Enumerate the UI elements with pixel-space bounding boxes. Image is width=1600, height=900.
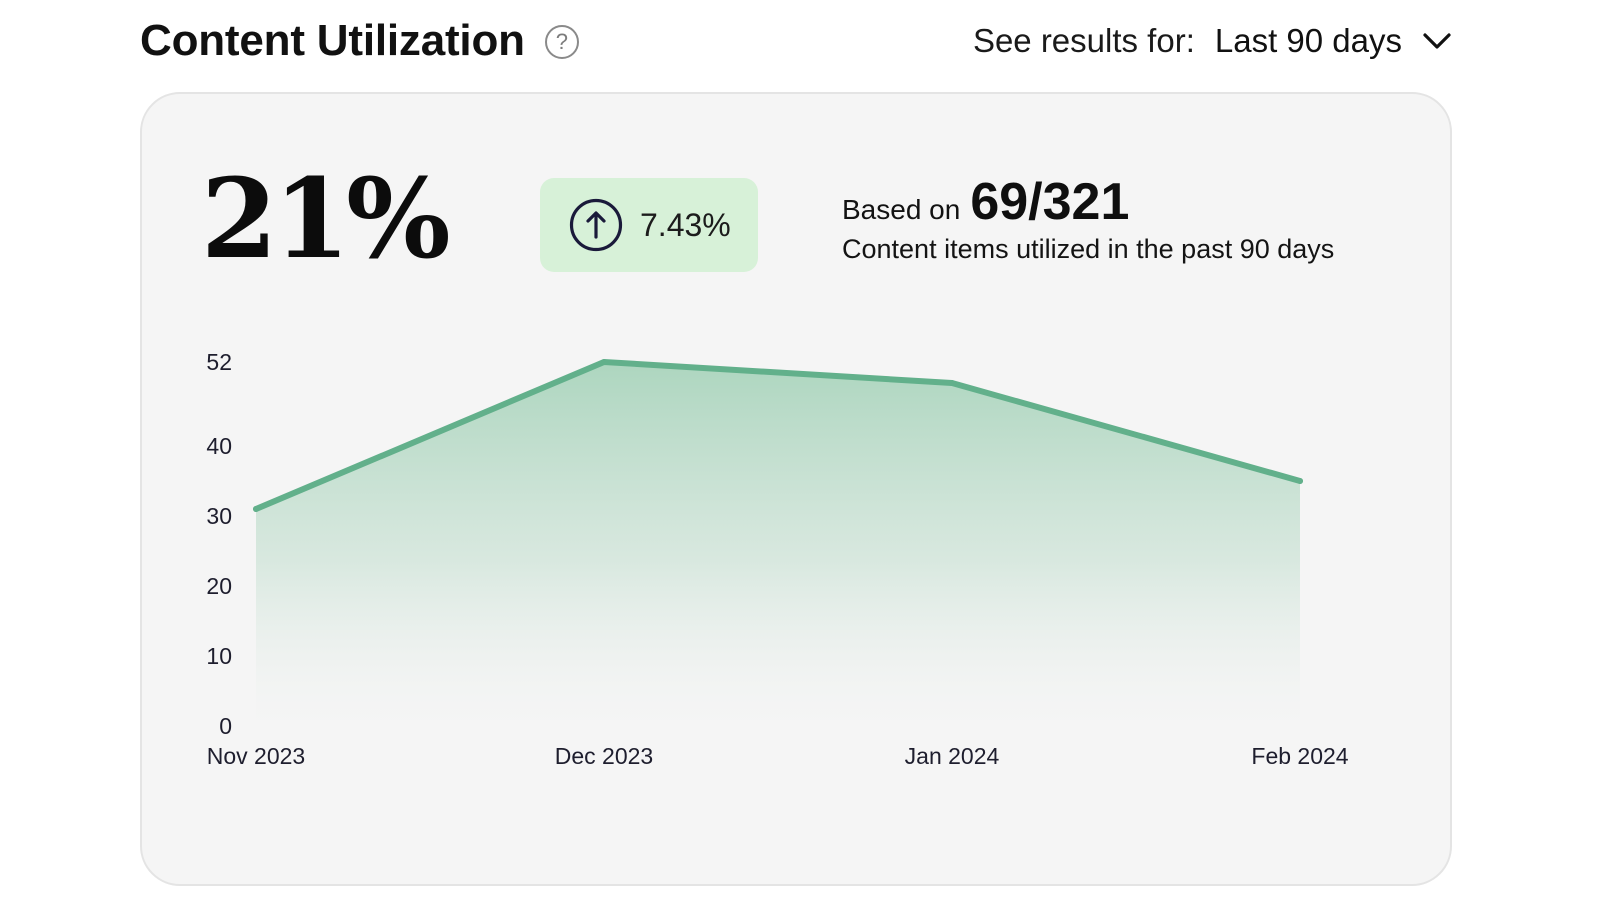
range-label: See results for:	[972, 22, 1195, 59]
y-axis: 52 40 30 20 10 0	[206, 349, 232, 739]
utilization-percent: 21%	[201, 154, 451, 283]
x-tick-label: Feb 2024	[1251, 743, 1348, 769]
y-tick-label: 30	[206, 503, 232, 529]
x-tick-label: Nov 2023	[207, 743, 305, 769]
section-header: Content Utilization ? See results for: L…	[140, 10, 1452, 72]
data-point	[253, 506, 259, 512]
utilized-ratio: 69/321	[970, 173, 1130, 231]
x-axis: Nov 2023 Dec 2023 Jan 2024 Feb 2024	[207, 743, 1349, 769]
question-circle-icon[interactable]: ?	[544, 25, 579, 59]
x-tick-label: Dec 2023	[555, 743, 653, 769]
range-value: Last 90 days	[1214, 22, 1402, 59]
data-point	[949, 380, 955, 386]
y-tick-label: 20	[206, 573, 232, 599]
utilization-card: 52 40 30 20 10 0 Nov 2023 Dec 2023 Jan 2024 Feb …	[140, 92, 1452, 886]
y-tick-label: 0	[219, 713, 232, 739]
change-badge: 7.43%	[540, 178, 758, 272]
data-point	[1297, 478, 1303, 484]
data-point	[601, 359, 607, 365]
chevron-down-icon[interactable]	[1422, 31, 1452, 51]
date-range-dropdown[interactable]: See results for: Last 90 days	[973, 22, 1452, 60]
series-line	[253, 359, 1303, 512]
based-on-summary: Based on 69/321 Content items utilized i…	[842, 172, 1334, 265]
area-fill	[256, 362, 1300, 726]
based-on-caption: Content items utilized in the past 90 da…	[842, 234, 1335, 264]
y-tick-label: 10	[206, 643, 232, 669]
page-title: Content Utilization	[140, 16, 525, 65]
based-on-prefix: Based on	[842, 194, 961, 225]
title-group: Content Utilization ?	[140, 16, 579, 66]
data-points	[253, 359, 1303, 512]
y-tick-label: 52	[206, 349, 232, 375]
based-on-line: Based on 69/321	[842, 172, 1334, 232]
change-value: 7.43%	[640, 206, 731, 243]
utilization-area-chart: 52 40 30 20 10 0 Nov 2023 Dec 2023 Jan 2024 Feb …	[206, 349, 1349, 769]
y-tick-label: 40	[206, 433, 232, 459]
arrow-up-circle-icon	[569, 198, 623, 252]
x-tick-label: Jan 2024	[905, 743, 1000, 769]
